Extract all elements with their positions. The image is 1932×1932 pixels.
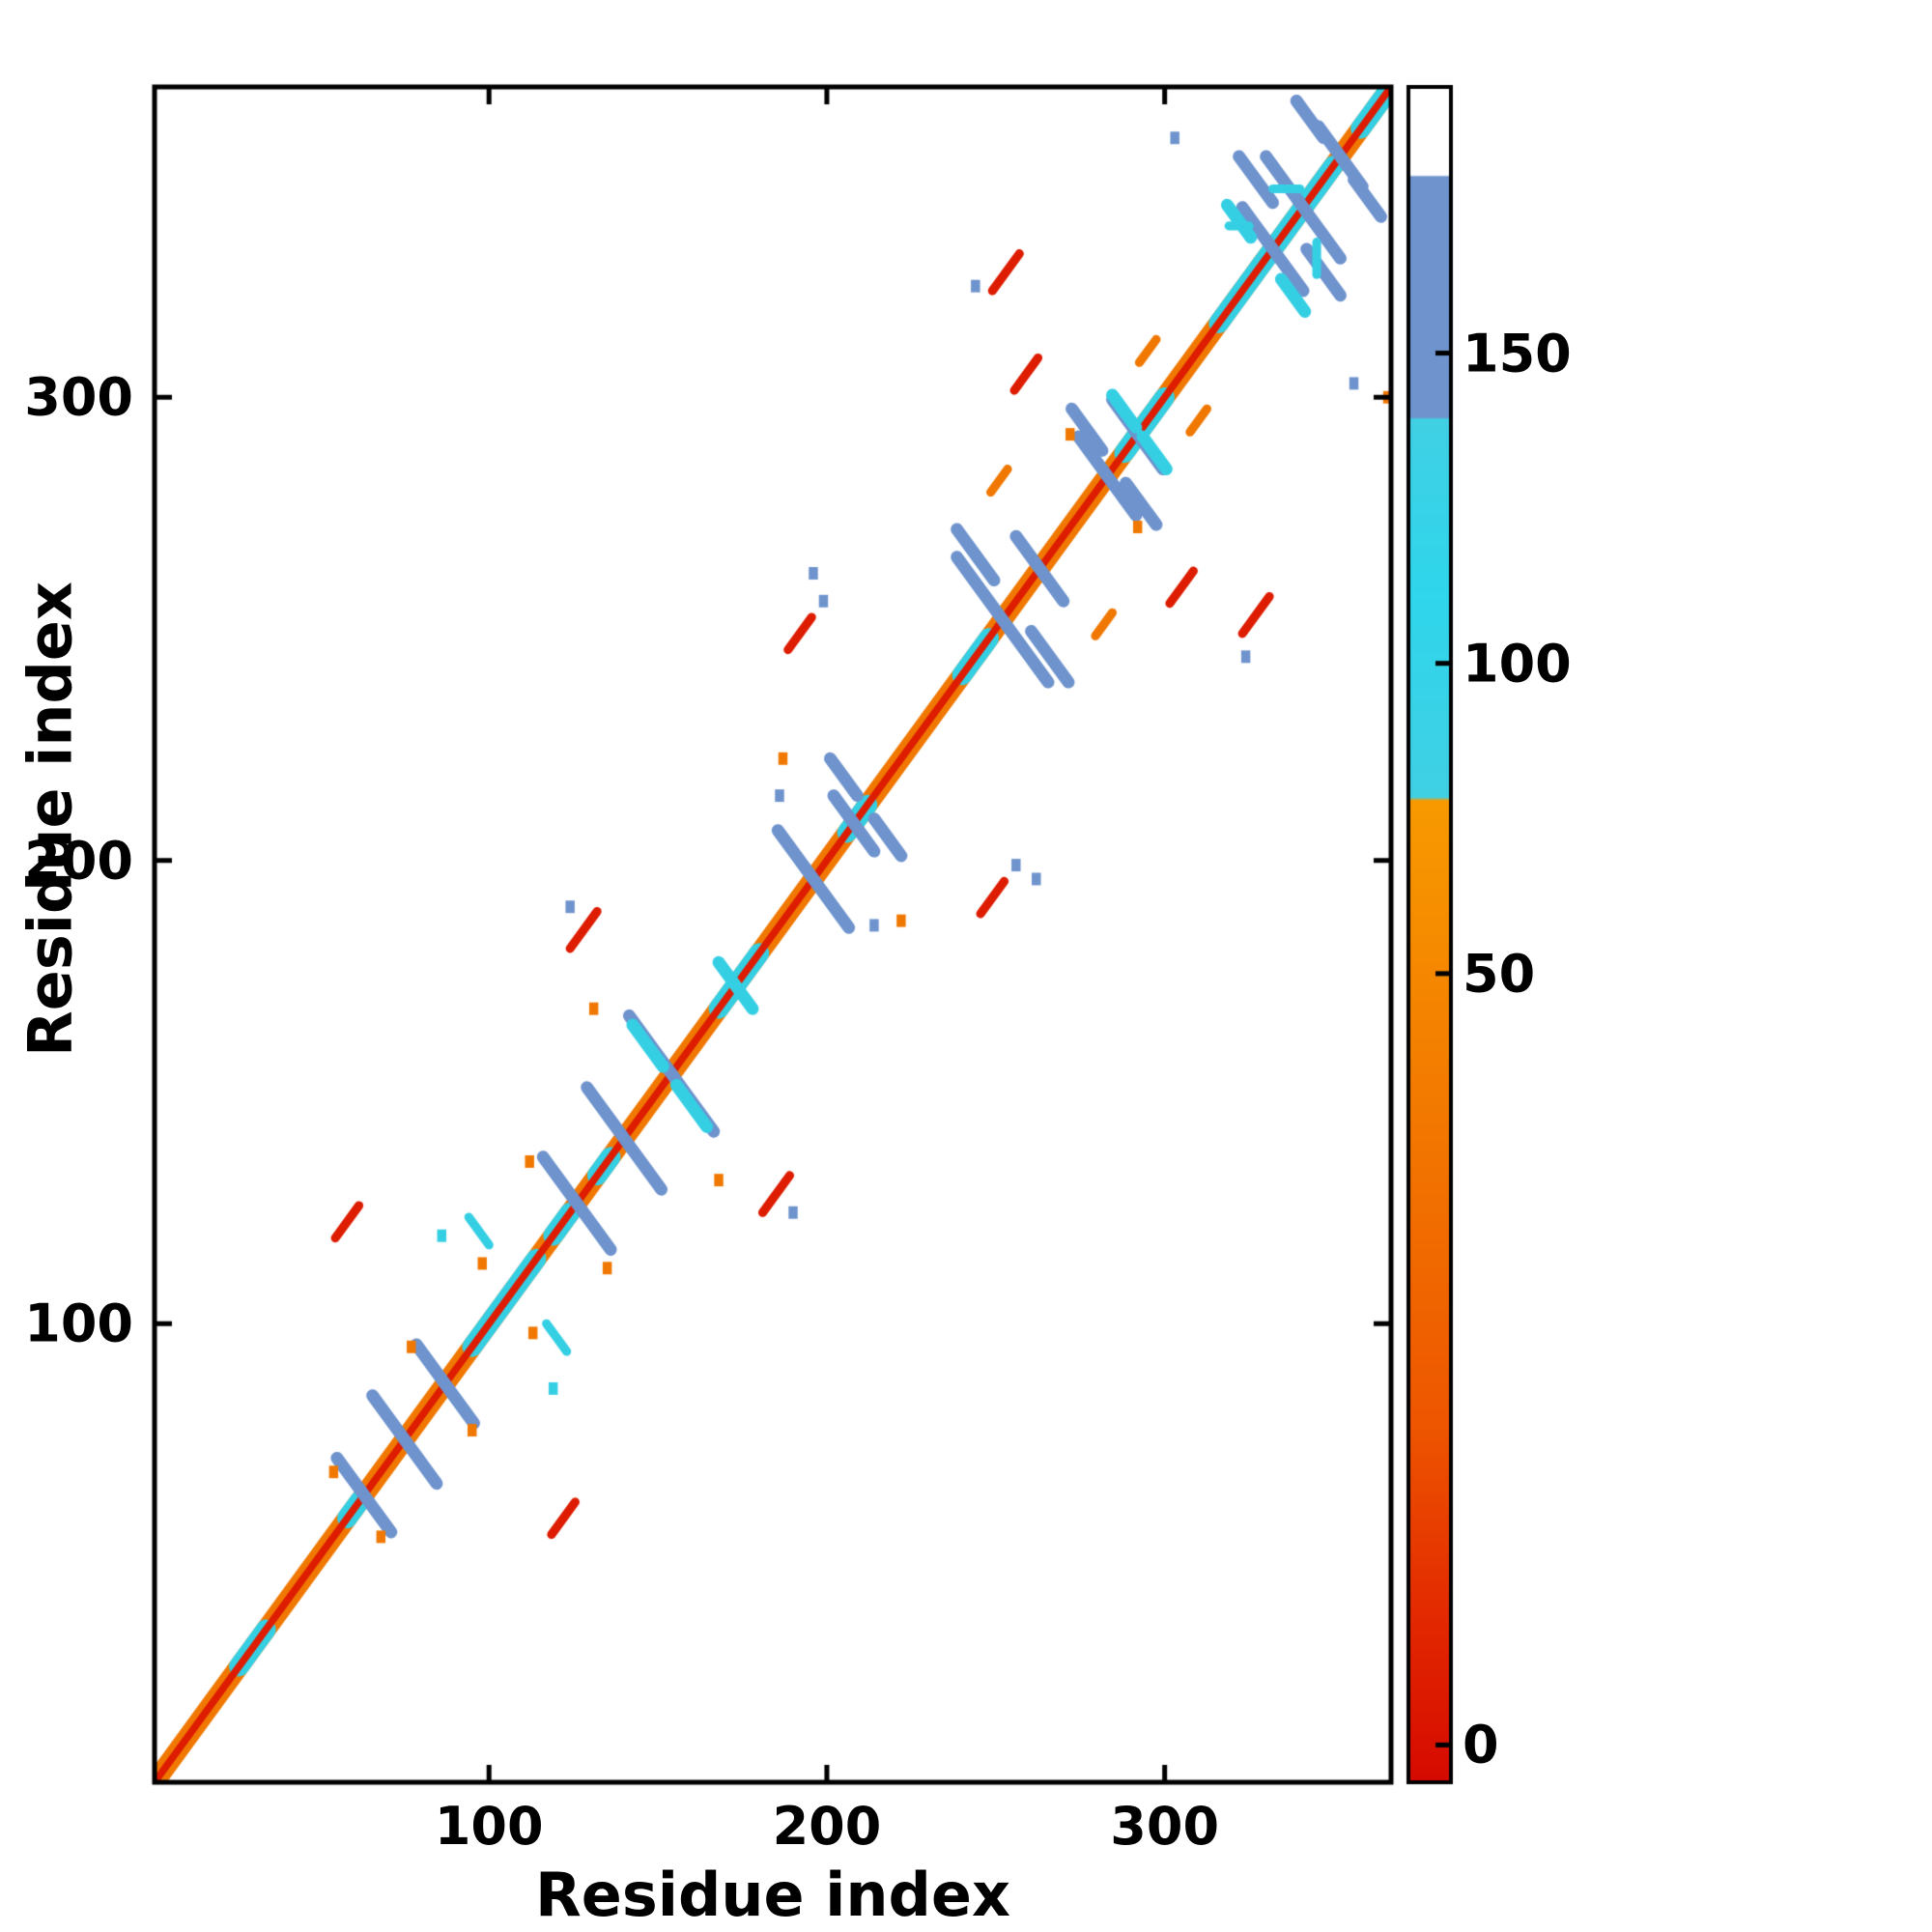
plot-area — [155, 87, 1391, 1782]
colorbar — [1408, 87, 1451, 1782]
